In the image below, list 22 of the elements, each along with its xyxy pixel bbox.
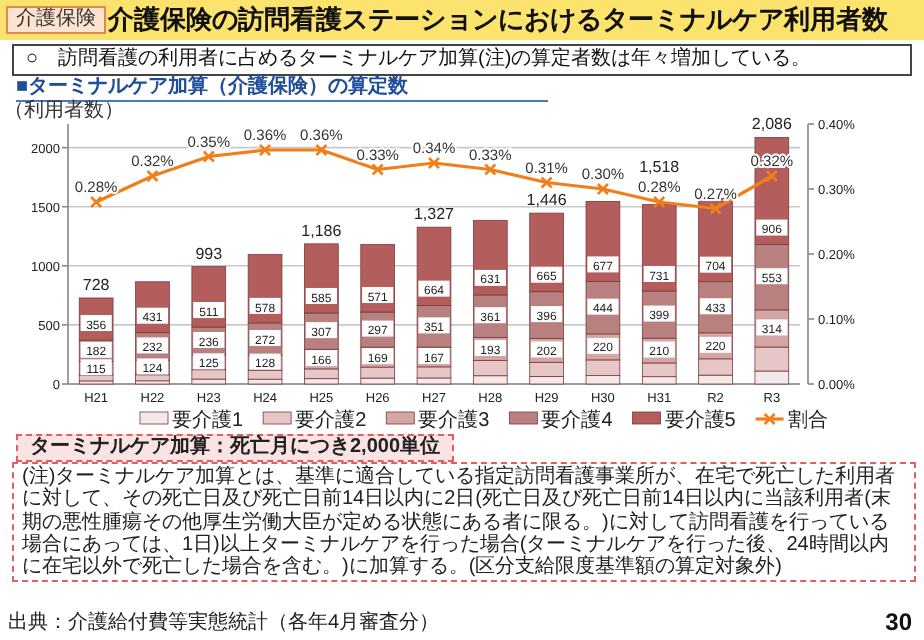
total-label: 1,518: [639, 158, 681, 176]
legend-label: 要介護2: [295, 408, 368, 432]
title: 介護保険の訪問看護ステーションにおけるターミナルケア利用者数: [108, 4, 888, 36]
page: 30: [885, 608, 912, 636]
legend-label: 要介護1: [172, 408, 244, 432]
legend-label: 要介護4: [541, 408, 614, 432]
total-label: 728: [82, 275, 111, 294]
legend-label: 割合: [787, 408, 828, 432]
source: 出典：介護給付費等実態統計（各年4月審査分）: [8, 612, 440, 636]
total-label: 1,327: [413, 205, 456, 224]
legend-label: 要介護5: [664, 408, 737, 432]
note: (注)ターミナルケア加算とは、基準に適合している指定訪問看護事業所が、在宅で死亡した利用者に対して、その死亡日及び死亡日前14日以内に2日(死亡日及び死亡日前14日以内に当該利用者(末期の悪性腫瘍その他厚生労働大臣が定める状態にある者に限る。)に対して訪問看護を行っている場合にあっては、1日)以上ターミナルケアを行った場合(ターミナルケアを行った後、24時間以内に在宅以外で死亡した場合を含む。)に加算する。(区分支給限度基準額の算定対象外): [12, 462, 916, 583]
tag: 介護保険: [6, 6, 106, 34]
unit-box: ターミナルケア加算：死亡月につき2,000単位: [16, 434, 455, 462]
total-label: 2,086: [751, 115, 793, 134]
total-label: 993: [195, 244, 224, 263]
total-label: 1,186: [301, 221, 343, 240]
heading: ■ターミナルケア加算（介護保険）の算定数: [16, 76, 549, 102]
total-label: 1,446: [526, 191, 568, 210]
legend-label: 要介護3: [418, 408, 491, 432]
subtitle: ○ 訪問看護の利用者に占めるターミナルケア加算(注)の算定者数は年々増加している。: [12, 44, 912, 76]
ylabel: （利用者数）: [4, 100, 124, 122]
